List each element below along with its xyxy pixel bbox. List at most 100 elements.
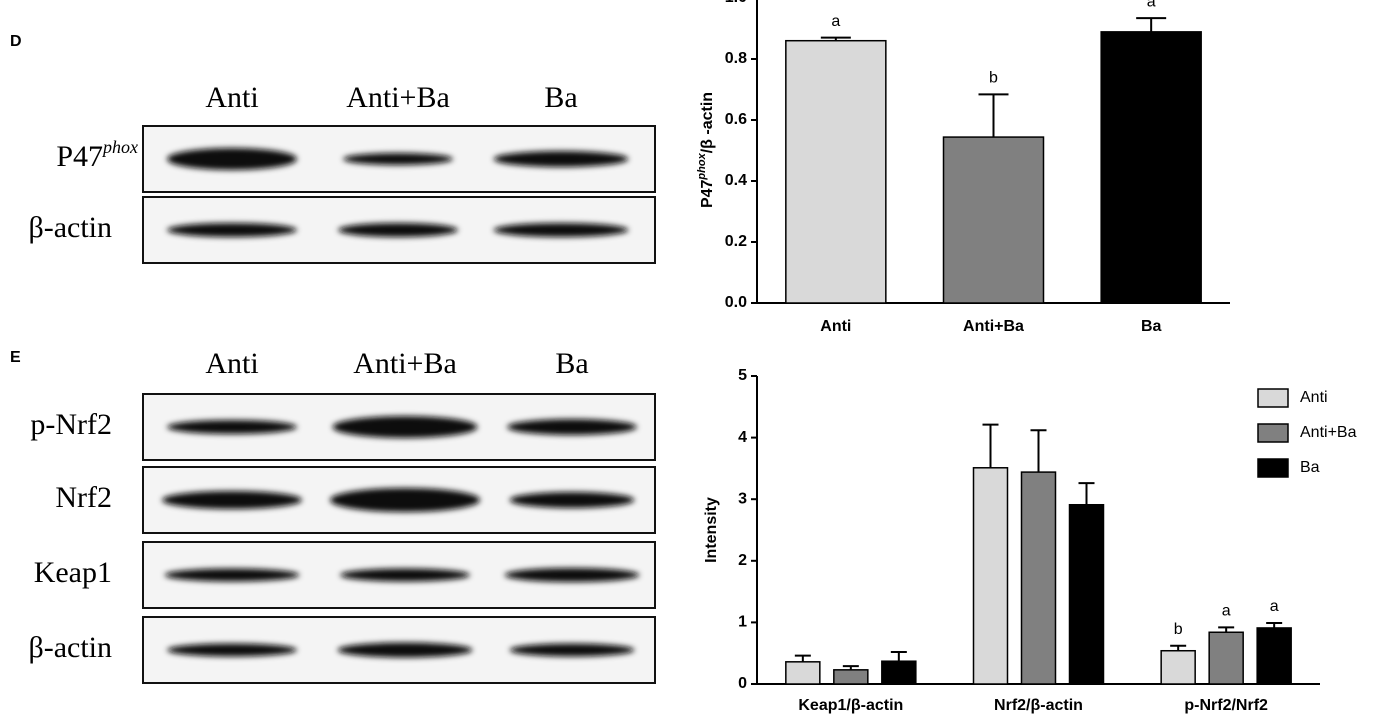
lane-label: Anti+Ba <box>346 81 450 114</box>
y-tick-label: 0.2 <box>725 233 747 250</box>
row-label-text: P47 <box>56 140 103 173</box>
band <box>507 419 637 435</box>
row-label: p-Nrf2 <box>30 408 112 441</box>
y-tick-label: 1 <box>738 614 747 631</box>
band <box>493 223 629 237</box>
x-tick-label: Anti <box>820 318 851 335</box>
x-tick-label: Keap1/β-actin <box>798 697 903 714</box>
bar <box>785 661 821 685</box>
error-bar <box>1030 429 1047 473</box>
legend-swatch <box>1257 423 1289 443</box>
row-label: Keap1 <box>34 556 112 589</box>
band <box>167 420 297 434</box>
lane-label: Anti <box>205 81 258 114</box>
error-bar <box>890 650 907 662</box>
lane-label: Anti+Ba <box>353 347 457 380</box>
lane-label: Anti <box>205 347 258 380</box>
row-label-sup: phox <box>101 137 138 157</box>
row-label-text: Nrf2 <box>55 481 112 514</box>
error-bar <box>1136 17 1167 32</box>
row-label: Nrf2 <box>55 481 112 514</box>
band <box>509 492 635 508</box>
band <box>504 568 640 582</box>
bar <box>942 136 1045 304</box>
y-tick-label: 2 <box>738 552 747 569</box>
band <box>330 488 480 512</box>
bar <box>972 467 1009 685</box>
y-label-sup: phox <box>696 152 708 180</box>
band <box>332 416 478 438</box>
error-bar <box>1266 622 1283 628</box>
row-label: β-actin <box>28 631 112 664</box>
error-bar <box>978 93 1009 138</box>
x-tick-label: Ba <box>1141 318 1162 335</box>
band <box>340 568 470 582</box>
y-tick-label: 0.4 <box>725 172 747 189</box>
bar <box>1256 627 1292 685</box>
row-label-text: β-actin <box>28 631 112 664</box>
row-label-text: β-actin <box>28 211 112 244</box>
band <box>343 153 453 165</box>
band <box>337 642 473 658</box>
bar <box>785 39 887 304</box>
annotation: b <box>989 70 998 87</box>
y-axis-label: P47phox/β -actin <box>696 92 716 208</box>
x-tick-label: Anti+Ba <box>963 318 1024 335</box>
legend-label: Anti <box>1300 389 1328 406</box>
y-tick-label: 5 <box>738 367 747 384</box>
y-tick-label: 0.8 <box>725 50 747 67</box>
bar <box>1020 471 1057 685</box>
band <box>338 223 458 237</box>
band <box>162 491 302 509</box>
annotation: a <box>1222 603 1231 620</box>
band <box>167 643 297 657</box>
x-tick-label: p-Nrf2/Nrf2 <box>1184 697 1268 714</box>
panel-label: E <box>10 349 21 366</box>
legend-label: Anti+Ba <box>1300 424 1357 441</box>
lane-label: Ba <box>544 81 577 114</box>
x-tick-label: Nrf2/β-actin <box>994 697 1083 714</box>
legend-label: Ba <box>1300 459 1320 476</box>
error-bar <box>1078 482 1095 505</box>
bar <box>1208 631 1244 685</box>
annotation: a <box>1270 598 1279 615</box>
y-tick-label: 0 <box>738 675 747 692</box>
error-bar <box>982 423 999 468</box>
y-tick-label: 0.0 <box>725 294 747 311</box>
error-bar <box>820 36 851 41</box>
band <box>167 223 297 237</box>
panel-label: D <box>10 33 22 50</box>
row-label: β-actin <box>28 211 112 244</box>
y-label-base: P47 <box>699 179 716 208</box>
y-label-rest: /β -actin <box>699 92 716 153</box>
annotation: b <box>1174 621 1183 638</box>
error-bar <box>794 654 811 662</box>
y-tick-label: 3 <box>738 490 747 507</box>
row-label-text: Keap1 <box>34 556 112 589</box>
annotation: a <box>1147 0 1156 10</box>
y-axis-label: Intensity <box>703 497 720 563</box>
bar <box>1160 649 1196 685</box>
y-tick-label: 0.6 <box>725 111 747 128</box>
bar <box>833 669 869 685</box>
lane-label: Ba <box>555 347 588 380</box>
legend-swatch <box>1257 458 1289 478</box>
band <box>167 148 297 170</box>
error-bar <box>1218 626 1235 633</box>
band <box>164 568 300 582</box>
error-bar <box>842 665 859 670</box>
row-label-text: p-Nrf2 <box>30 408 112 441</box>
row-label: P47phox <box>56 137 138 173</box>
y-tick-label: 4 <box>738 429 747 446</box>
bar <box>881 660 917 685</box>
annotation: a <box>831 13 840 30</box>
bar <box>1068 503 1105 685</box>
band <box>509 643 635 657</box>
y-tick-label: 1.0 <box>725 0 747 6</box>
bar <box>1100 31 1202 304</box>
band <box>493 151 629 167</box>
error-bar <box>1170 644 1187 651</box>
legend-swatch <box>1257 388 1289 408</box>
